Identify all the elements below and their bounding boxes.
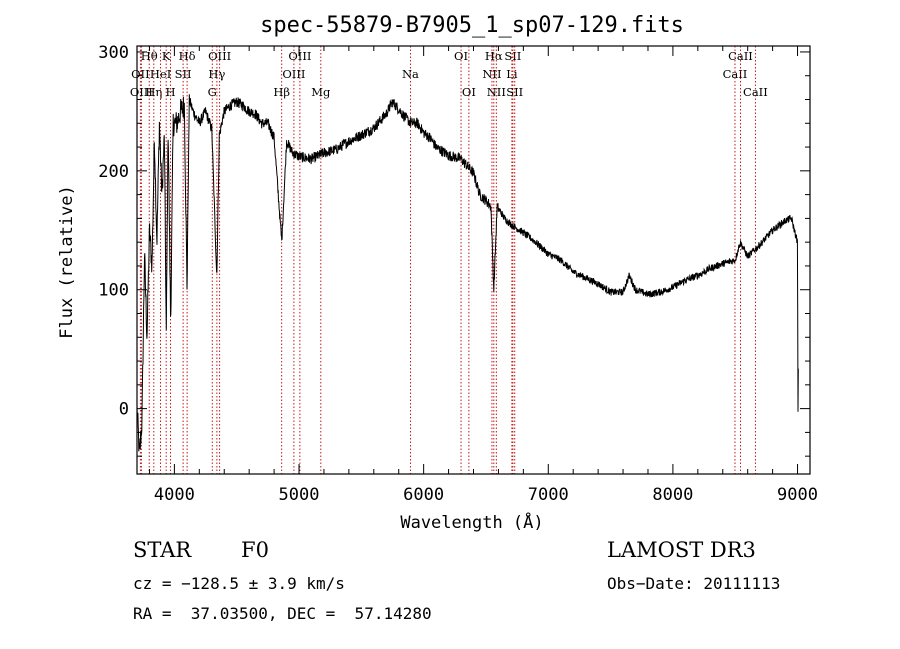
line-label: OII	[131, 67, 150, 81]
line-label: CaII	[743, 85, 768, 99]
ra-dec: RA = 37.03500, DEC = 57.14280	[133, 604, 432, 623]
line-label: OIII	[130, 85, 153, 99]
axis-ticks: 4000 5000 6000 7000 8000 9000 0 100 200 300	[98, 43, 818, 505]
line-label: NII	[487, 85, 506, 99]
line-label: Hη	[145, 85, 162, 99]
line-label: OIII	[288, 49, 311, 63]
x-tick-label: 8000	[652, 485, 693, 505]
x-tick-label: 9000	[777, 485, 818, 505]
line-label: CaII	[728, 49, 753, 63]
line-label: SII	[175, 67, 192, 81]
line-label: Hθ	[141, 49, 158, 63]
y-tick-label: 200	[98, 162, 129, 182]
line-label: OIII	[208, 49, 231, 63]
line-label: NII	[482, 67, 501, 81]
line-label: G	[208, 85, 217, 99]
object-subclass: F0	[241, 538, 269, 562]
x-axis-label: Wavelength (Å)	[400, 511, 543, 533]
line-label: K	[162, 49, 171, 63]
chart-title: spec-55879-B7905_1_sp07-129.fits	[260, 13, 684, 38]
y-tick-label: 300	[98, 43, 129, 63]
line-label: Hγ	[208, 67, 225, 81]
plot-frame	[136, 45, 811, 475]
line-label: H	[166, 85, 176, 99]
line-label: Li	[506, 67, 518, 81]
line-label: SII	[506, 85, 523, 99]
x-tick-label: 4000	[154, 485, 195, 505]
y-axis-label: Flux (relative)	[57, 185, 77, 339]
survey-name: LAMOST DR3	[607, 538, 756, 562]
line-label: OI	[454, 49, 468, 63]
spectrum-series	[136, 94, 799, 452]
line-label: Hα	[485, 49, 503, 63]
y-tick-label: 100	[98, 281, 129, 301]
spectrum-line	[136, 94, 799, 452]
object-class: STAR	[133, 538, 192, 562]
redshift-cz: cz = −128.5 ± 3.9 km/s	[133, 574, 345, 593]
line-label: OI	[462, 85, 476, 99]
line-label: OIII	[282, 67, 305, 81]
line-label: Na	[402, 67, 419, 81]
line-label: Hδ	[179, 49, 196, 63]
line-label: Hβ	[273, 85, 290, 99]
line-label: HeI	[150, 67, 171, 81]
y-tick-label: 0	[119, 400, 129, 420]
x-tick-label: 6000	[403, 485, 444, 505]
obs-date: Obs−Date: 20111113	[607, 574, 781, 593]
x-tick-label: 7000	[528, 485, 569, 505]
line-label: CaII	[723, 67, 748, 81]
line-label: Mg	[311, 85, 331, 99]
x-tick-label: 5000	[279, 485, 320, 505]
line-label: SII	[504, 49, 521, 63]
